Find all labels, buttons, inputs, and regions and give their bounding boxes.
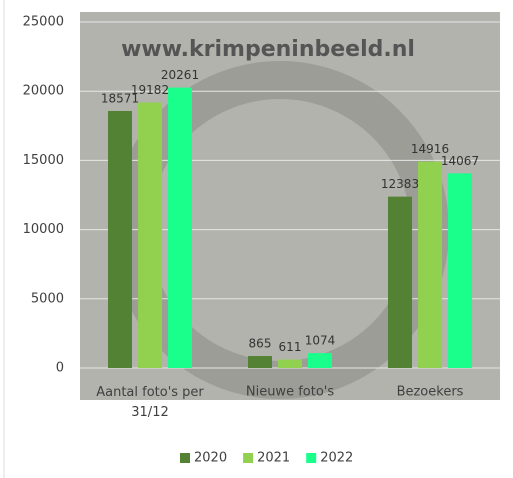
chart: www.krimpeninbeeld.nl 0 5000 10000 15000 200… xyxy=(0,0,513,478)
legend-label: 2020 xyxy=(194,451,227,466)
y-tick-label: 15000 xyxy=(23,153,64,168)
bar xyxy=(278,360,302,368)
x-tick-label: Bezoekers xyxy=(397,385,464,400)
bar xyxy=(448,173,472,368)
bar xyxy=(168,88,192,368)
value-label: 12383 xyxy=(381,177,419,191)
value-label: 1074 xyxy=(305,334,336,348)
x-tick-label: Nieuwe foto's xyxy=(246,385,334,400)
y-tick-label: 0 xyxy=(56,361,64,376)
bar xyxy=(108,111,132,368)
bar xyxy=(138,103,162,368)
watermark: www.krimpeninbeeld.nl xyxy=(121,37,415,62)
y-tick-label: 20000 xyxy=(23,84,64,99)
y-tick-label: 10000 xyxy=(23,222,64,237)
bar xyxy=(388,197,412,368)
legend-label: 2021 xyxy=(257,451,290,466)
legend-swatch xyxy=(180,453,190,463)
bar xyxy=(418,162,442,368)
legend-swatch xyxy=(306,453,316,463)
y-tick-label: 25000 xyxy=(23,15,64,30)
bar xyxy=(308,353,332,368)
value-label: 14067 xyxy=(441,154,479,168)
y-tick-label: 5000 xyxy=(31,291,64,306)
legend-swatch xyxy=(243,453,253,463)
value-label: 19182 xyxy=(131,83,169,97)
value-label: 865 xyxy=(249,337,272,351)
value-label: 611 xyxy=(279,340,302,354)
legend-label: 2022 xyxy=(320,451,353,466)
value-label: 20261 xyxy=(161,68,199,82)
bar xyxy=(248,356,272,368)
